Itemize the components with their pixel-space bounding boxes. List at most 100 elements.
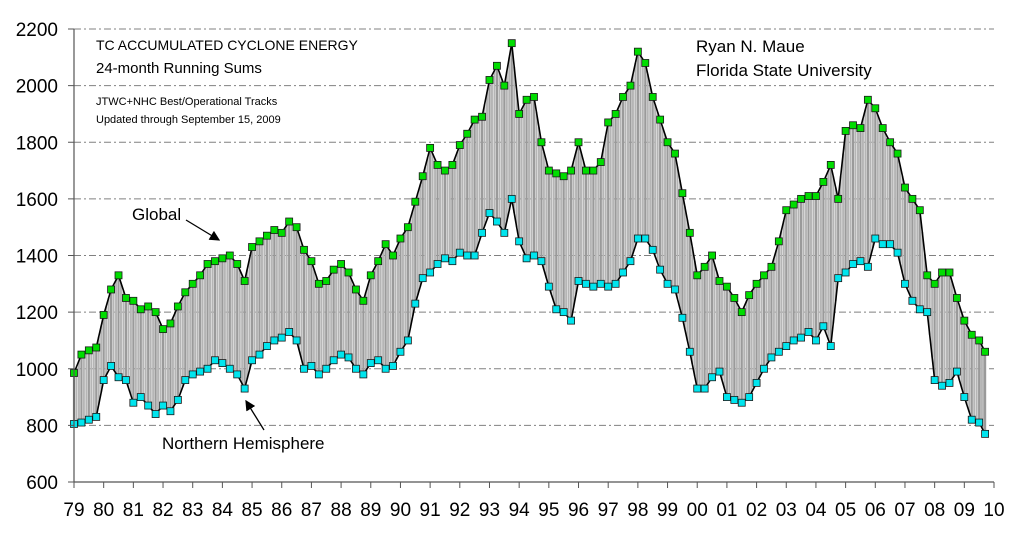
- global-marker: [678, 189, 687, 198]
- x-tick-label: 01: [716, 500, 737, 521]
- global-marker: [218, 254, 227, 263]
- northern-hemisphere-marker: [151, 410, 160, 418]
- northern-hemisphere-marker: [633, 234, 642, 243]
- northern-hemisphere-marker: [641, 234, 650, 243]
- global-marker: [359, 296, 368, 305]
- northern-hemisphere-marker: [530, 251, 538, 260]
- chart-title: TC ACCUMULATED CYCLONE ENERGY: [96, 37, 358, 53]
- x-tick-label: 81: [123, 500, 144, 521]
- source-line-1: JTWC+NHC Best/Operational Tracks: [96, 96, 278, 108]
- northern-hemisphere-marker: [203, 364, 212, 373]
- northern-hemisphere-marker: [938, 381, 946, 390]
- northern-hemisphere-marker: [314, 370, 323, 379]
- x-tick-label: 91: [420, 500, 441, 521]
- x-tick-label: 79: [63, 500, 84, 521]
- northern-hemisphere-marker: [767, 353, 776, 362]
- global-marker: [515, 110, 524, 118]
- x-tick-label: 90: [390, 500, 411, 521]
- global-marker: [863, 95, 872, 104]
- global-marker: [455, 141, 464, 149]
- northern-hemisphere-marker: [114, 373, 123, 382]
- northern-hemisphere-marker: [188, 370, 197, 379]
- northern-hemisphere-marker: [411, 299, 420, 308]
- northern-hemisphere-marker: [812, 336, 820, 345]
- global-marker: [433, 160, 442, 169]
- x-tick-label: 84: [212, 500, 234, 521]
- northern-hemisphere-marker: [84, 415, 93, 424]
- global-marker: [960, 316, 969, 325]
- global-marker: [277, 228, 286, 237]
- global-marker: [344, 268, 353, 277]
- global-marker: [181, 288, 190, 297]
- global-marker: [923, 271, 932, 280]
- northern-hemisphere-marker: [856, 257, 865, 266]
- global-marker: [849, 121, 857, 130]
- northern-hemisphere-marker: [760, 364, 768, 373]
- y-tick-label: 1800: [16, 133, 58, 154]
- global-marker: [84, 346, 93, 355]
- global-marker: [263, 231, 271, 240]
- northern-hemisphere-marker: [344, 353, 353, 362]
- northern-hemisphere-marker: [678, 313, 687, 322]
- northern-hemisphere-marker: [329, 356, 338, 365]
- global-marker: [693, 271, 702, 280]
- global-marker: [107, 285, 115, 294]
- northern-hemisphere-marker: [522, 254, 531, 263]
- global-marker: [144, 302, 153, 311]
- northern-hemisphere-marker: [285, 328, 294, 336]
- global-marker: [114, 271, 123, 280]
- northern-hemisphere-marker: [426, 268, 435, 277]
- northern-hemisphere-marker: [248, 356, 256, 365]
- northern-hemisphere-marker: [270, 336, 279, 345]
- global-marker: [188, 279, 197, 288]
- global-marker: [804, 192, 813, 200]
- global-marker: [574, 138, 583, 147]
- global-marker: [485, 76, 494, 84]
- global-marker: [663, 138, 672, 147]
- global-marker: [396, 234, 405, 243]
- x-tick-label: 95: [538, 500, 559, 521]
- global-marker: [314, 279, 323, 288]
- x-tick-label: 92: [449, 500, 470, 521]
- x-tick-label: 88: [331, 500, 352, 521]
- global-marker: [656, 115, 665, 124]
- global-marker: [819, 177, 828, 186]
- northern-hemisphere-marker: [144, 401, 153, 410]
- y-tick-label: 600: [26, 473, 58, 494]
- northern-hemisphere-marker: [485, 209, 494, 217]
- northern-hemisphere-marker: [225, 364, 234, 373]
- global-marker: [463, 129, 472, 138]
- northern-hemisphere-marker: [589, 282, 598, 291]
- global-marker: [225, 251, 234, 260]
- global-marker: [893, 149, 902, 158]
- x-tick-label: 97: [598, 500, 619, 521]
- global-marker: [151, 308, 160, 317]
- global-marker: [411, 197, 420, 206]
- global-marker: [337, 260, 345, 268]
- northern-hemisphere-marker: [396, 347, 405, 356]
- global-marker: [930, 279, 939, 288]
- northern-hemisphere-marker: [626, 257, 635, 266]
- global-marker: [77, 350, 86, 359]
- x-tick-label: 94: [509, 500, 531, 521]
- northern-hemisphere-marker: [826, 342, 835, 351]
- global-marker: [233, 260, 242, 268]
- global-marker: [752, 279, 761, 288]
- x-tick-label: 10: [983, 500, 1004, 521]
- northern-hemisphere-marker: [196, 367, 205, 376]
- global-marker: [981, 347, 989, 356]
- global-marker: [767, 262, 776, 271]
- northern-hemisphere-marker: [953, 367, 961, 376]
- x-tick-label: 87: [301, 500, 322, 521]
- global-marker: [901, 183, 909, 192]
- global-marker: [537, 138, 546, 147]
- northern-hemisphere-marker: [878, 240, 887, 249]
- x-tick-label: 93: [479, 500, 500, 521]
- northern-hemisphere-marker: [797, 333, 805, 342]
- global-marker: [381, 240, 390, 249]
- northern-hemisphere-marker: [685, 347, 694, 356]
- northern-hemisphere-marker: [671, 285, 679, 294]
- northern-hemisphere-marker: [700, 384, 709, 393]
- x-tick-label: 98: [627, 500, 648, 521]
